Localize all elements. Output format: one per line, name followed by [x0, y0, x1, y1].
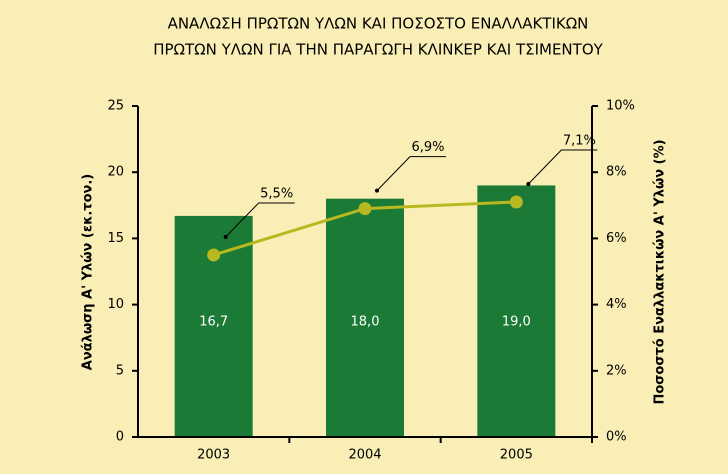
y-tick-label: 0	[116, 430, 124, 445]
line-point	[509, 195, 523, 209]
line-value-label: 5,5%	[260, 186, 293, 201]
bar-value-label: 19,0	[502, 315, 531, 330]
y-tick-label: 10	[107, 297, 124, 312]
bar-value-label: 16,7	[199, 315, 228, 330]
leader-line	[376, 156, 446, 191]
x-tick-label: 2005	[500, 448, 533, 463]
bar	[326, 198, 404, 437]
y2-tick-label: 2%	[606, 363, 627, 378]
bar	[477, 185, 556, 437]
leader-line	[527, 149, 598, 185]
x-tick-label: 2003	[197, 448, 230, 463]
y-axis-label: Ανάλωση Α' Υλών (εκ.τον.)	[81, 174, 96, 370]
line-value-label: 6,9%	[411, 140, 444, 155]
y-tick-label: 25	[107, 99, 124, 114]
leader-line	[225, 202, 295, 238]
y2-tick-label: 4%	[606, 297, 627, 312]
y2-tick-label: 8%	[606, 165, 627, 180]
y2-tick-label: 10%	[606, 99, 635, 114]
line-point	[207, 248, 221, 262]
line-value-label: 7,1%	[563, 133, 596, 148]
y2-tick-label: 0%	[606, 430, 627, 445]
y2-axis-label: Ποσοστό Εναλλακτικών Α' Υλών (%)	[653, 139, 668, 404]
chart-title: ΠΡΩΤΩΝ ΥΛΩΝ ΓΙΑ ΤΗΝ ΠΑΡΑΓΩΓΗ ΚΛΙΝΚΕΡ ΚΑΙ…	[153, 41, 603, 59]
y-tick-label: 15	[107, 231, 124, 246]
line-point	[358, 202, 372, 216]
y-tick-label: 5	[116, 363, 124, 378]
bar-value-label: 18,0	[351, 315, 380, 330]
x-tick-label: 2004	[348, 448, 381, 463]
y2-tick-label: 6%	[606, 231, 627, 246]
y-tick-label: 20	[107, 165, 124, 180]
chart-title: ΑΝΑΛΩΣΗ ΠΡΩΤΩΝ ΥΛΩΝ ΚΑΙ ΠΟΣΟΣΤΟ ΕΝΑΛΛΑΚΤ…	[168, 15, 589, 33]
